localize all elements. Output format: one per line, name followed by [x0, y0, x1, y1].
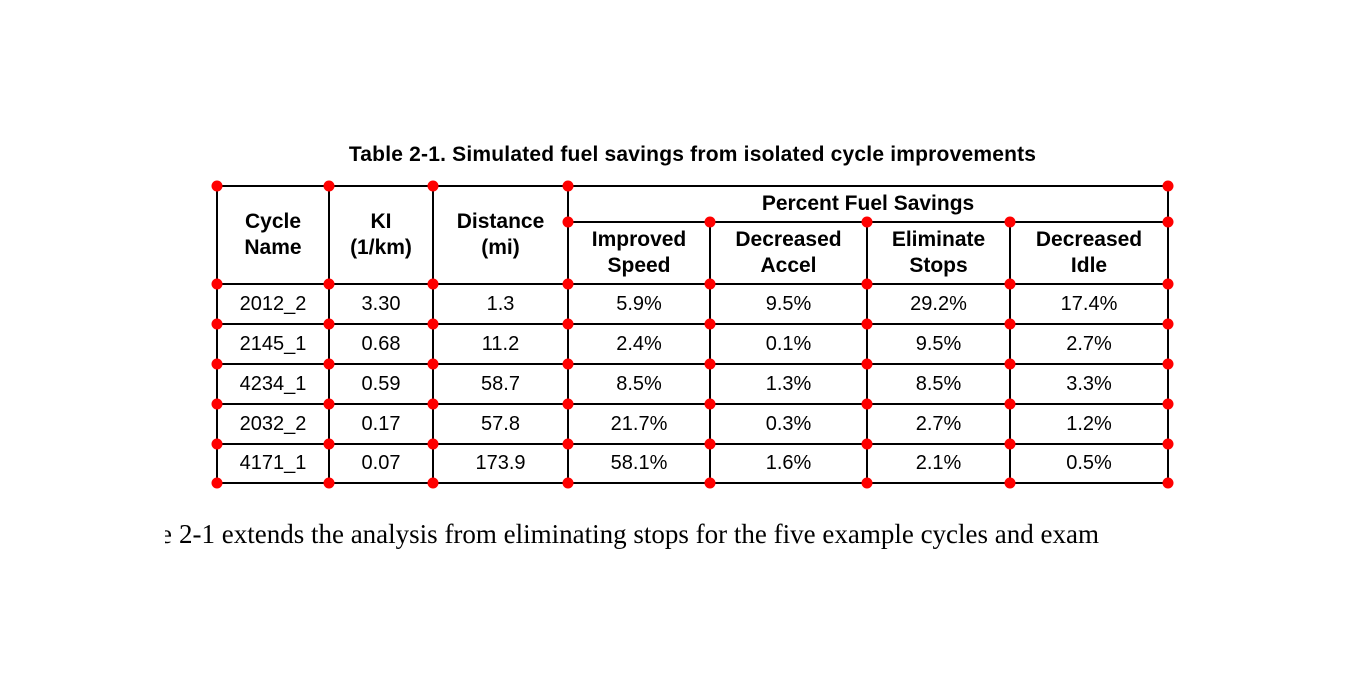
header-line: Improved: [591, 228, 687, 251]
cell-distance: 173.9: [432, 443, 569, 484]
fuel-savings-table: Cycle Name KI (1/km) Distance (mi) Perce…: [216, 185, 1170, 484]
header-line: Eliminate: [891, 228, 986, 251]
col-header-percent-fuel-savings: Percent Fuel Savings: [566, 185, 1170, 223]
header-line: Speed: [607, 254, 671, 277]
table-row: 2145_1 0.68 11.2 2.4% 0.1% 9.5% 2.7%: [216, 323, 1170, 365]
col-header-decreased-accel: Decreased Accel: [709, 221, 868, 285]
header-line: Idle: [1070, 254, 1108, 277]
col-header-eliminate-stops: Eliminate Stops: [866, 221, 1011, 285]
cell-ki: 0.68: [328, 323, 434, 365]
header-line: KI: [370, 210, 392, 233]
header-line: Decreased: [735, 228, 842, 251]
header-line: (mi): [481, 236, 520, 259]
table-caption: Table 2-1. Simulated fuel savings from i…: [348, 143, 1037, 166]
cell-distance: 1.3: [432, 283, 569, 325]
cell-decreased-idle: 3.3%: [1008, 363, 1170, 405]
cell-distance: 57.8: [432, 403, 569, 445]
col-header-distance: Distance (mi): [432, 185, 569, 285]
cell-distance: 11.2: [432, 323, 569, 365]
header-row-group: Cycle Name KI (1/km) Distance (mi) Perce…: [216, 185, 1170, 285]
cell-cycle-name: 4171_1: [216, 443, 330, 484]
cell-cycle-name: 2032_2: [216, 403, 330, 445]
cell-cycle-name: 2145_1: [216, 323, 330, 365]
cell-improved-speed: 2.4%: [567, 323, 711, 365]
cell-decreased-accel: 9.5%: [709, 283, 868, 325]
cell-eliminate-stops: 8.5%: [866, 363, 1011, 405]
header-line: Cycle: [244, 210, 302, 233]
cell-decreased-idle: 2.7%: [1008, 323, 1170, 365]
table-row: 2032_2 0.17 57.8 21.7% 0.3% 2.7% 1.2%: [216, 403, 1170, 445]
clipped-text-fragment: e: [165, 516, 171, 550]
table-row: 4234_1 0.59 58.7 8.5% 1.3% 8.5% 3.3%: [216, 363, 1170, 405]
table-row: 4171_1 0.07 173.9 58.1% 1.6% 2.1% 0.5%: [216, 443, 1170, 484]
cell-eliminate-stops: 2.1%: [866, 443, 1011, 484]
cell-ki: 0.07: [328, 443, 434, 484]
cell-ki: 3.30: [328, 283, 434, 325]
cell-decreased-idle: 17.4%: [1008, 283, 1170, 325]
header-row-sub: Improved Speed Decreased Accel Eliminate…: [217, 221, 1170, 285]
cell-ki: 0.59: [328, 363, 434, 405]
cell-improved-speed: 8.5%: [567, 363, 711, 405]
col-header-ki: KI (1/km): [328, 185, 434, 285]
header-line: Stops: [909, 254, 968, 277]
cell-improved-speed: 5.9%: [567, 283, 711, 325]
cell-decreased-idle: 0.5%: [1008, 443, 1170, 484]
cell-decreased-accel: 1.3%: [709, 363, 868, 405]
cell-eliminate-stops: 29.2%: [866, 283, 1011, 325]
cell-decreased-idle: 1.2%: [1008, 403, 1170, 445]
col-header-cycle-name: Cycle Name: [216, 185, 330, 285]
cell-improved-speed: 21.7%: [567, 403, 711, 445]
cell-decreased-accel: 0.1%: [709, 323, 868, 365]
cell-eliminate-stops: 2.7%: [866, 403, 1011, 445]
cell-cycle-name: 4234_1: [216, 363, 330, 405]
cell-decreased-accel: 0.3%: [709, 403, 868, 445]
clipped-char: e: [165, 519, 171, 549]
header-line: Accel: [760, 254, 817, 277]
col-header-improved-speed: Improved Speed: [567, 221, 711, 285]
cell-decreased-accel: 1.6%: [709, 443, 868, 484]
table-row: 2012_2 3.30 1.3 5.9% 9.5% 29.2% 17.4%: [216, 283, 1170, 325]
cell-ki: 0.17: [328, 403, 434, 445]
body-text: 2-1 extends the analysis from eliminatin…: [179, 519, 1099, 549]
header-line: Name: [244, 236, 302, 259]
header-line: (1/km): [350, 236, 412, 259]
col-header-decreased-idle: Decreased Idle: [1008, 221, 1170, 285]
cell-improved-speed: 58.1%: [567, 443, 711, 484]
cell-eliminate-stops: 9.5%: [866, 323, 1011, 365]
header-line: Distance: [456, 210, 545, 233]
header-line: Decreased: [1035, 228, 1143, 251]
cell-distance: 58.7: [432, 363, 569, 405]
cell-cycle-name: 2012_2: [216, 283, 330, 325]
